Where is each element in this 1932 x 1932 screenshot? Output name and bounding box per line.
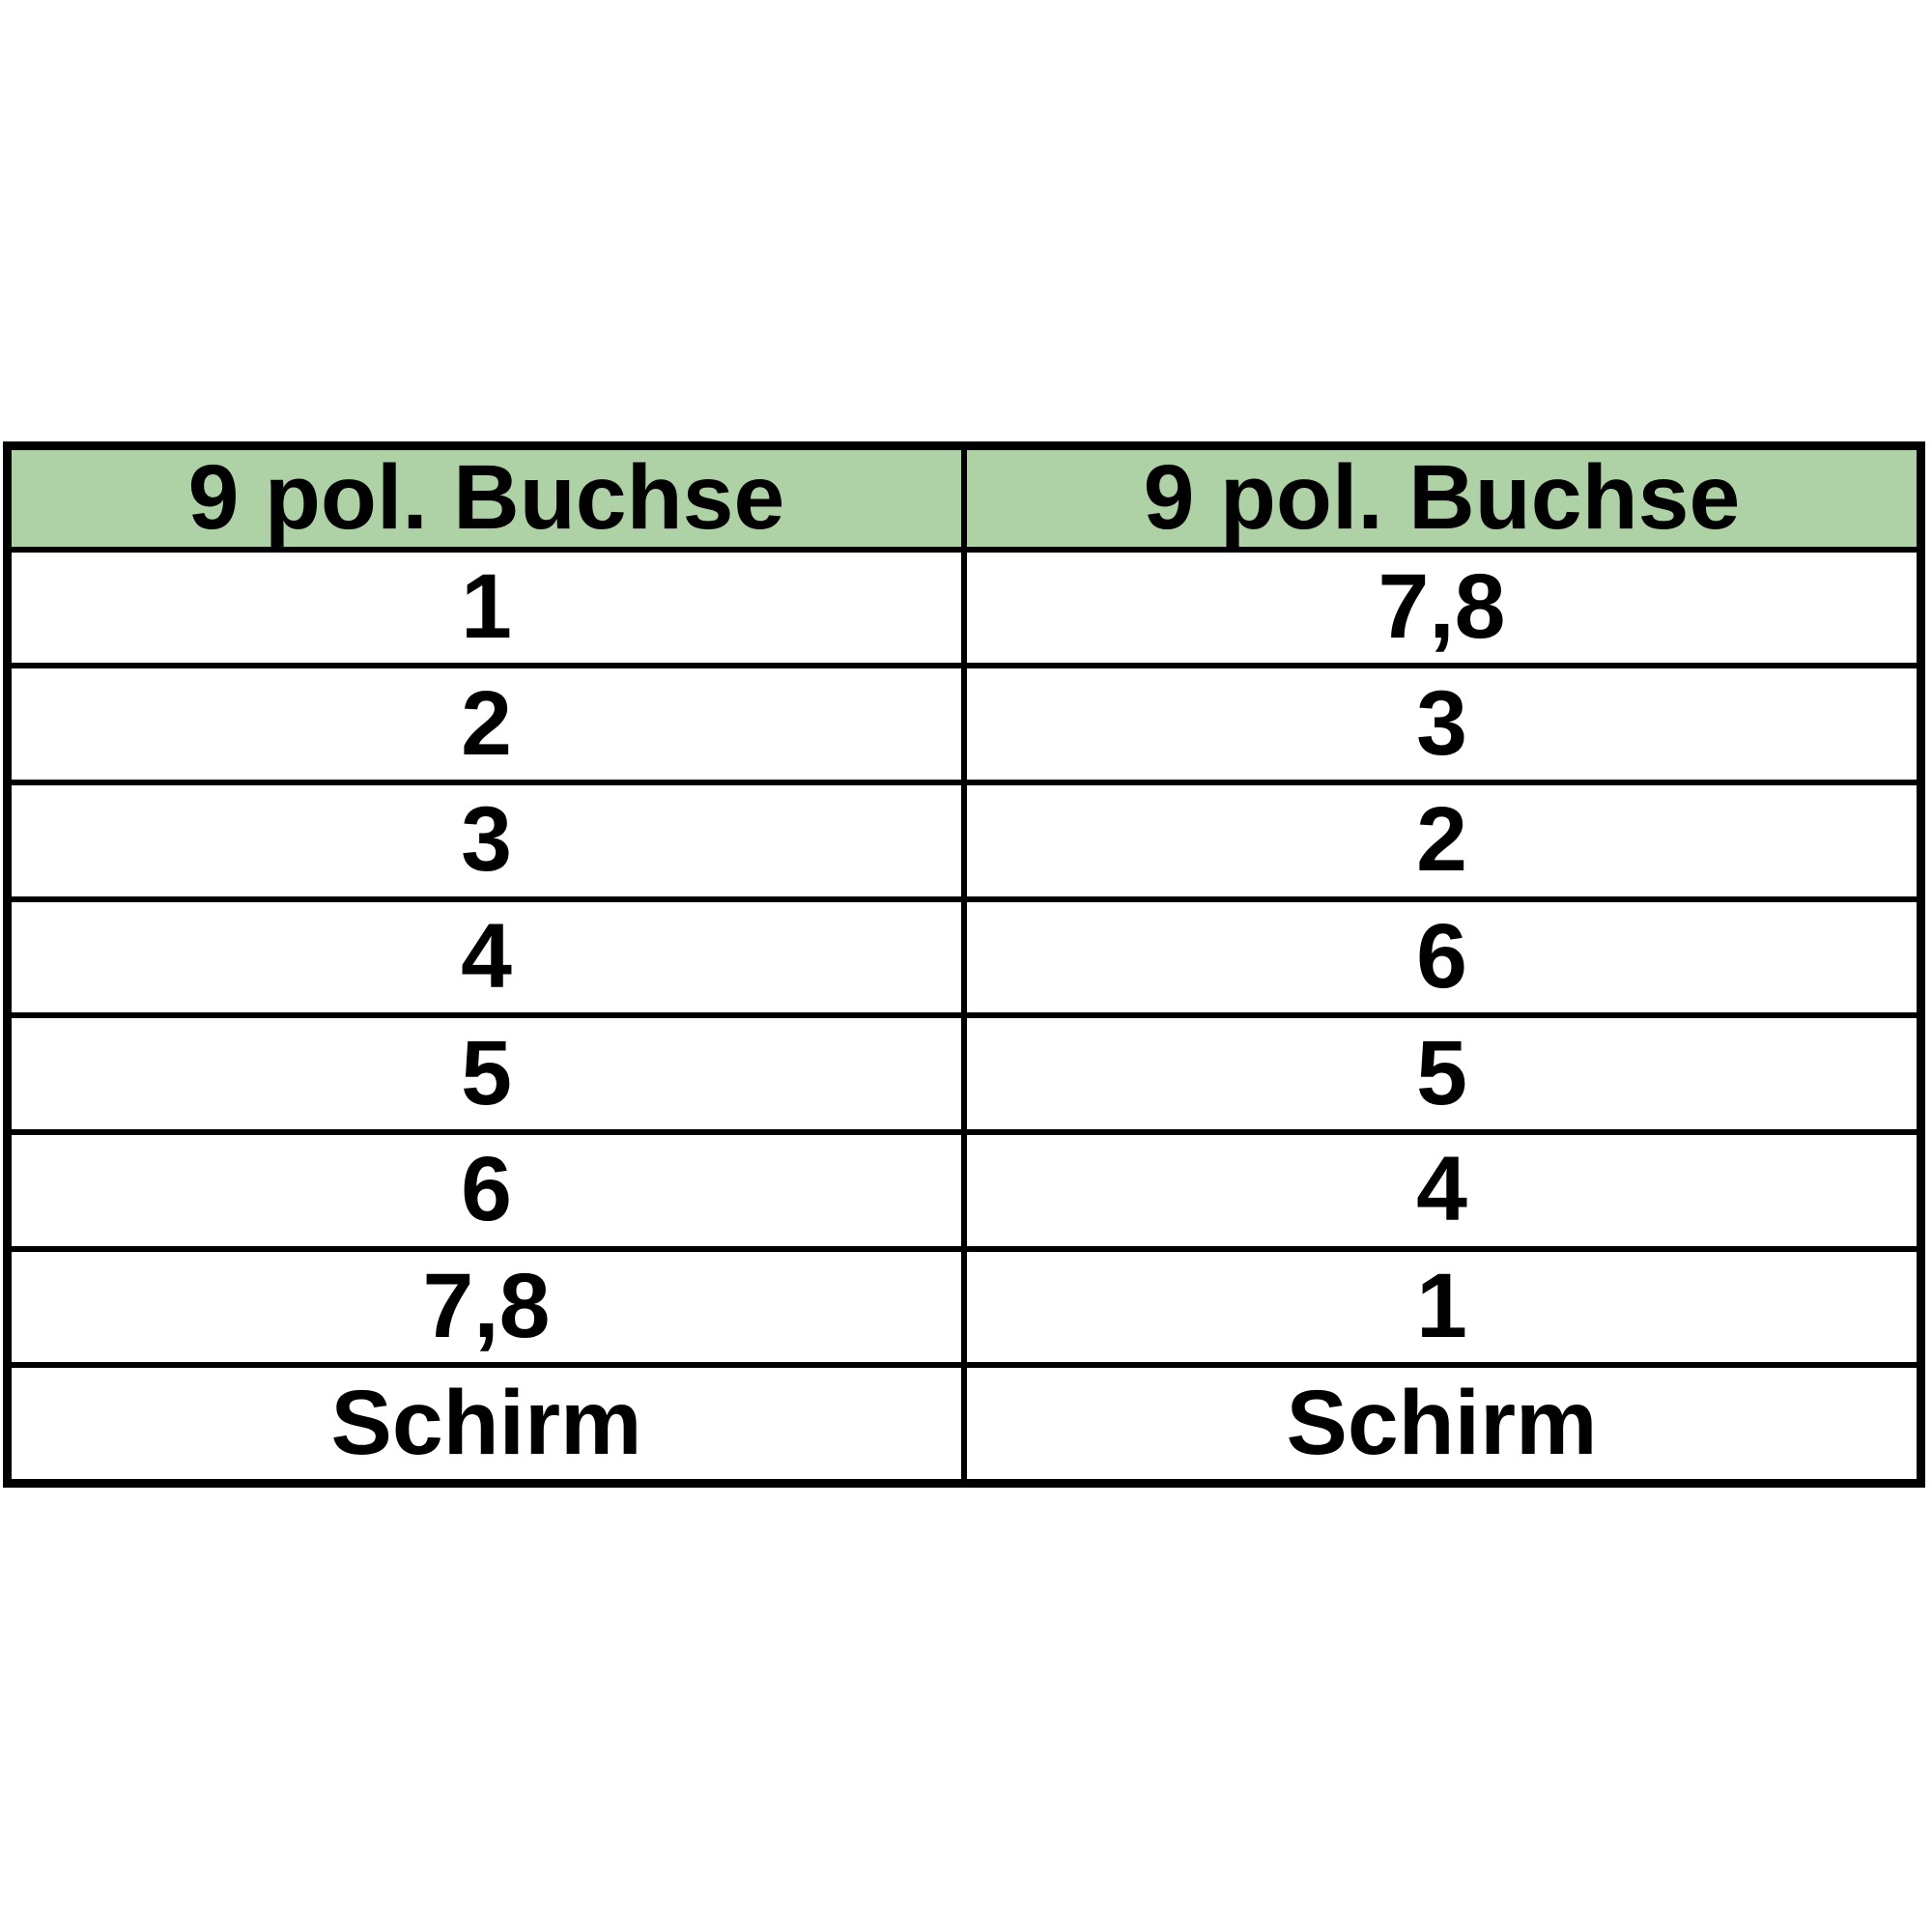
pin-cell: 4	[4, 895, 967, 1019]
header-row: 9 pol. Buchse 9 pol. Buchse	[4, 442, 1924, 553]
pin-cell: 1	[961, 1245, 1924, 1369]
pin-cell: 7,8	[961, 546, 1924, 669]
pin-cell: 7,8	[4, 1245, 967, 1369]
table-row: 1 7,8	[4, 546, 1924, 669]
pin-cell: Schirm	[4, 1362, 967, 1487]
pinout-table: 9 pol. Buchse 9 pol. Buchse 1 7,8 2 3 3 …	[3, 441, 1925, 1488]
table-row: 3 2	[4, 780, 1924, 902]
table-row: 7,8 1	[4, 1245, 1924, 1369]
pinout-table-body: 1 7,8 2 3 3 2 4 6 5 5 6 4	[4, 546, 1924, 1487]
pin-cell: 3	[4, 780, 967, 902]
pin-cell: 2	[4, 663, 967, 785]
table-row: 6 4	[4, 1128, 1924, 1252]
pin-cell: 4	[961, 1128, 1924, 1252]
pin-cell: 5	[4, 1012, 967, 1135]
pin-cell: 6	[961, 895, 1924, 1019]
pin-cell: 6	[4, 1128, 967, 1252]
header-cell-left: 9 pol. Buchse	[4, 442, 967, 553]
table-row: 2 3	[4, 663, 1924, 785]
table-row: 5 5	[4, 1012, 1924, 1135]
table-row: 4 6	[4, 895, 1924, 1019]
pin-cell: 2	[961, 780, 1924, 902]
pinout-table-head: 9 pol. Buchse 9 pol. Buchse	[4, 442, 1924, 553]
header-cell-right: 9 pol. Buchse	[961, 442, 1924, 553]
pin-cell: 3	[961, 663, 1924, 785]
pin-cell: 1	[4, 546, 967, 669]
table-row: Schirm Schirm	[4, 1362, 1924, 1487]
pin-cell: Schirm	[961, 1362, 1924, 1487]
pin-cell: 5	[961, 1012, 1924, 1135]
